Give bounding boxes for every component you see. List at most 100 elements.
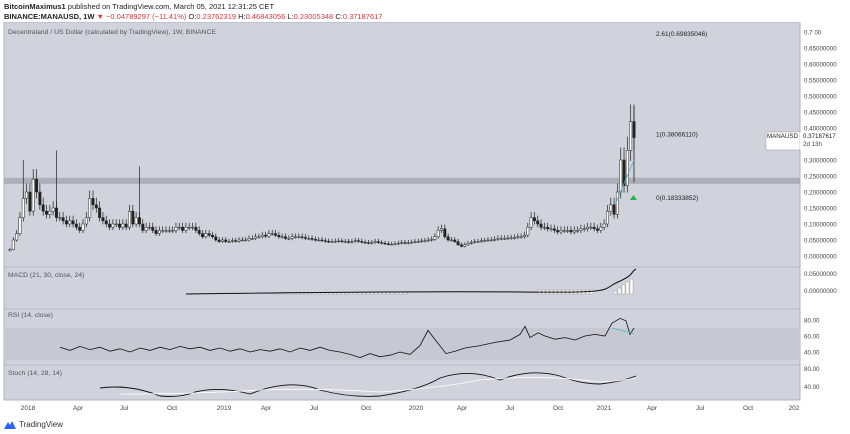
candle-up — [629, 121, 633, 151]
macd-bar — [407, 292, 411, 295]
candle-down — [303, 237, 307, 239]
candle-up — [473, 241, 477, 243]
candle-down — [277, 234, 281, 238]
candle-up — [625, 150, 629, 186]
candle-up — [343, 241, 347, 243]
x-axis-tick-label: 202 — [789, 405, 800, 412]
candle-up — [463, 244, 467, 247]
candle-up — [240, 239, 244, 242]
candle-up — [605, 210, 609, 225]
chart-border — [3, 22, 801, 401]
candle-up — [167, 230, 171, 232]
publish-info: BitcoinMaximus1 published on TradingView… — [4, 2, 274, 11]
candle-up — [307, 238, 311, 240]
candle-down — [141, 223, 145, 231]
candle-up — [350, 241, 354, 243]
candle-down — [194, 226, 198, 231]
macd-bar — [382, 292, 386, 295]
candle-up — [413, 241, 417, 243]
candle-up — [436, 230, 440, 238]
candle-up — [290, 236, 294, 239]
candle-up — [293, 236, 297, 238]
candle-up — [220, 239, 224, 242]
candle-up — [247, 238, 251, 241]
candle-up — [84, 217, 88, 225]
high-label: H: — [238, 12, 246, 21]
candle-down — [274, 233, 277, 236]
x-axis-tick-label: Apr — [73, 405, 84, 412]
candle-up — [615, 191, 619, 215]
chart-area[interactable]: 0.00000000 0.05000000 0.10000000 0.15000000… — [0, 22, 850, 418]
candle-up — [337, 240, 341, 243]
candle-down — [211, 234, 214, 238]
candle-up — [390, 243, 394, 246]
main-pane-title: Decentraland / US Dollar (calculated by … — [8, 29, 216, 36]
macd-bar — [357, 292, 362, 295]
candle-down — [596, 228, 599, 231]
price-axis-tick-label: 0.65000000 — [804, 46, 837, 53]
candle-up — [191, 226, 195, 229]
macd-bar — [374, 292, 378, 295]
stoch-k-line — [99, 372, 637, 397]
close-label: C: — [335, 12, 343, 21]
candle-down — [357, 240, 360, 242]
candle-down — [386, 243, 390, 245]
candle-up — [529, 217, 533, 228]
horizontal-level-band — [4, 177, 800, 184]
candle-up — [579, 228, 583, 231]
x-axis-tick-label: Oct — [743, 405, 753, 412]
candle-up — [396, 242, 400, 245]
candle-up — [144, 226, 148, 231]
price-axis-tick-label: 0.7 00 — [804, 30, 822, 37]
candle-up — [250, 238, 254, 240]
candle-down — [94, 204, 98, 209]
macd-bar — [366, 292, 370, 295]
price-axis-tick-label: 0.00000000 — [804, 254, 837, 261]
author-name[interactable]: BitcoinMaximus1 — [4, 2, 66, 11]
rsi-band — [4, 328, 800, 360]
high-value: 0.46843056 — [245, 12, 286, 21]
candle-up — [25, 191, 29, 199]
candle-up — [121, 223, 125, 228]
candle-up — [523, 234, 526, 238]
candle-up — [516, 236, 520, 238]
rsi-line — [59, 317, 635, 359]
candle-up — [466, 242, 470, 246]
candle-up — [270, 233, 274, 235]
candle-down — [41, 204, 45, 212]
macd-tick-label: 0.00000000 — [804, 288, 837, 295]
fib-level-label: 0(0.18333852) — [656, 195, 698, 202]
candle-up — [400, 242, 404, 244]
candle-down — [612, 204, 616, 215]
symbol-label: BINANCE:MANAUSD, 1W — [4, 12, 95, 21]
macd-bar — [617, 287, 622, 295]
candle-down — [91, 198, 95, 206]
candle-down — [546, 226, 550, 230]
candle-up — [230, 240, 234, 242]
candle-down — [376, 241, 380, 243]
candle-down — [284, 236, 287, 239]
price-label-symbol: MANAUSD ~ — [767, 133, 804, 140]
candle-up — [157, 230, 161, 234]
x-axis-tick-label: Oct — [361, 405, 371, 412]
macd-bar — [362, 292, 366, 295]
candle-up — [21, 198, 25, 218]
candle-down — [64, 220, 68, 225]
candle-up — [227, 241, 231, 243]
price-axis-tick-label: 0.30000000 — [804, 158, 837, 165]
x-axis-tick-label: Oct — [167, 405, 177, 412]
candle-up — [260, 234, 264, 238]
price-axis-tick-label: 0.10000000 — [804, 222, 837, 229]
candle-up — [317, 239, 321, 242]
candle-up — [15, 233, 19, 241]
rsi-tick-label: 80.00 — [804, 318, 820, 325]
candle-down — [104, 220, 108, 225]
stoch-tick-label: 40.00 — [804, 384, 820, 391]
price-axis-tick-label: 0.45000000 — [804, 110, 837, 117]
candle-up — [68, 220, 72, 225]
candle-up — [353, 240, 357, 242]
candle-up — [519, 236, 523, 238]
candle-up — [509, 237, 513, 239]
candle-up — [420, 240, 424, 243]
x-axis-tick-label: 2019 — [217, 405, 232, 412]
